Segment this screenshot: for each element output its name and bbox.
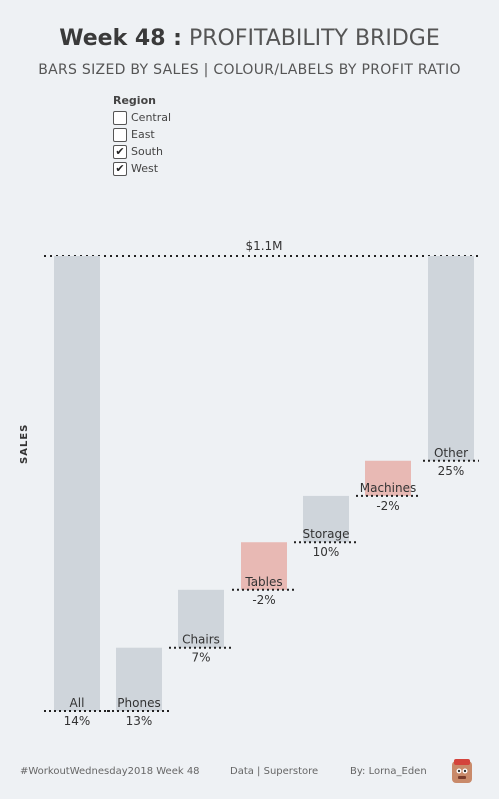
profit-ratio-label: 13% [126,714,153,728]
total-label: $1.1M [245,239,282,253]
bar-machines [365,460,411,496]
region-option-label: East [131,128,155,141]
region-option-label: Central [131,111,172,124]
category-label: Chairs [182,633,220,647]
bar-tables [241,542,287,590]
title-light: PROFITABILITY BRIDGE [188,26,440,51]
region-option-south[interactable]: ✔ South [113,143,171,160]
checkbox-west[interactable]: ✔ [113,161,127,176]
bar-all [54,256,100,711]
checkbox-east[interactable] [113,127,127,142]
profit-ratio-label: -2% [376,499,399,513]
author-avatar-icon [452,759,472,783]
footer-author: By: Lorna_Eden [350,766,427,777]
checkbox-central[interactable] [113,110,127,125]
category-label: Phones [117,696,160,710]
region-filter-title: Region [113,94,156,107]
bar-storage [303,495,349,543]
region-option-label: South [131,145,163,158]
category-label: All [70,696,85,710]
bar-other [428,256,474,461]
region-option-west[interactable]: ✔ West [113,160,171,177]
profit-ratio-label: 25% [438,464,465,478]
profit-ratio-label: 10% [313,545,340,559]
category-label: Tables [244,575,282,589]
checkbox-south[interactable]: ✔ [113,144,127,159]
region-filter: Region Central East ✔ South ✔ West [113,94,171,177]
footer-hashtag: #WorkoutWednesday2018 Week 48 [20,766,200,777]
page-title: Week 48 : PROFITABILITY BRIDGE [0,26,499,51]
bar-phones [116,647,162,711]
page-subtitle: BARS SIZED BY SALES | COLOUR/LABELS BY P… [38,62,461,78]
category-label: Storage [303,527,350,541]
title-bold: Week 48 : [59,26,182,51]
bar-chairs [178,589,224,648]
footer-data-source: Data | Superstore [230,766,319,777]
profit-ratio-label: -2% [252,593,275,607]
region-option-east[interactable]: East [113,126,171,143]
profit-ratio-label: 7% [191,651,210,665]
region-option-label: West [131,162,159,175]
category-label: Machines [360,481,416,495]
profit-ratio-label: 14% [64,714,91,728]
region-option-central[interactable]: Central [113,109,171,126]
category-label: Other [434,446,468,460]
